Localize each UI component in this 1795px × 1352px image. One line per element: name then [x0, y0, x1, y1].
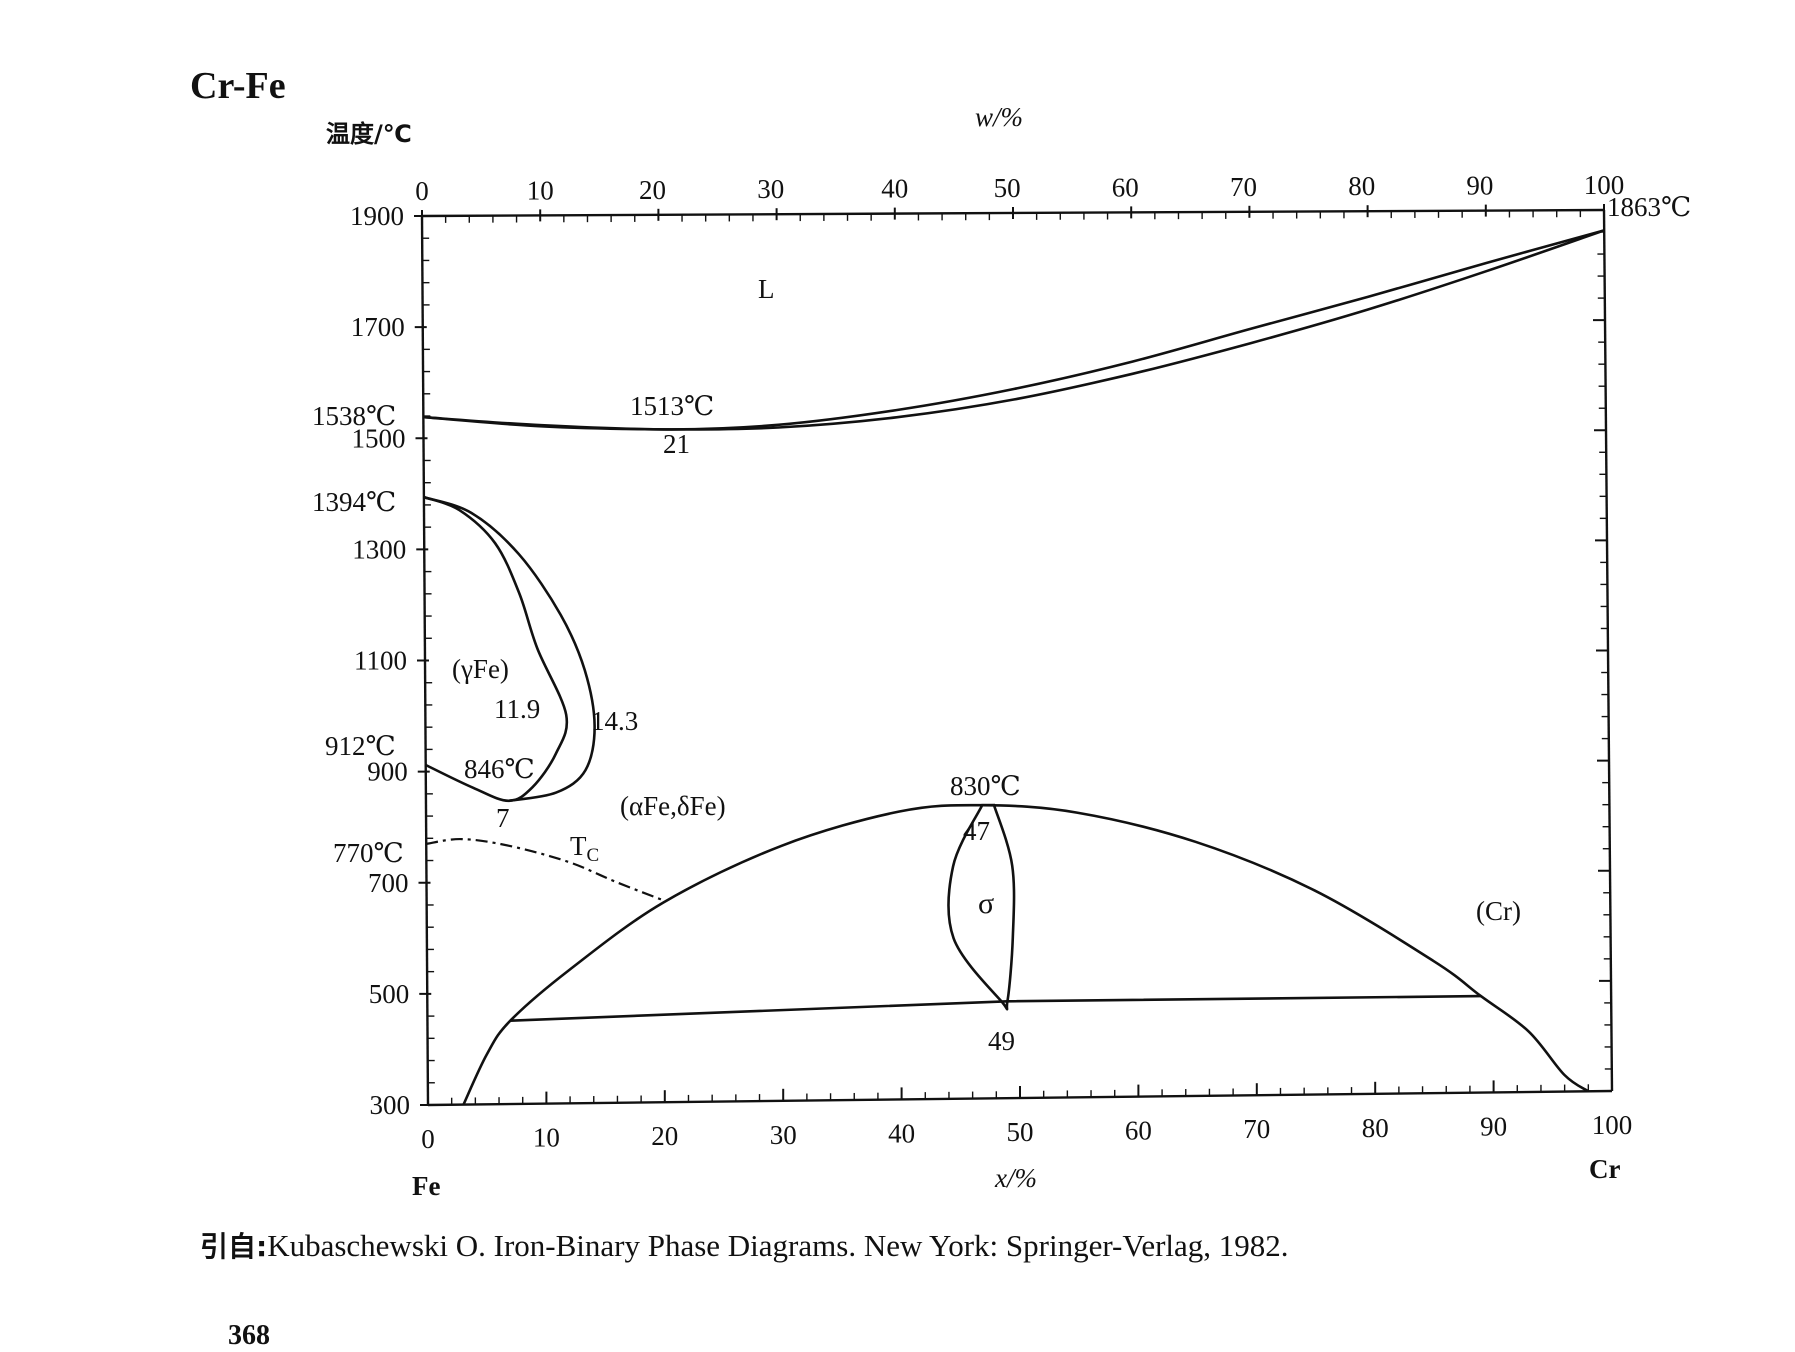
y-tick-label: 1700: [351, 312, 405, 342]
anno-gamma-11-9: 11.9: [494, 694, 540, 724]
anno-curie-label: TC: [570, 831, 599, 866]
top-tick-label: 30: [757, 174, 784, 204]
y-tick-label: 1300: [352, 534, 406, 564]
y-tick-label: 500: [369, 979, 410, 1009]
gamma-loop-inner-curve: [423, 495, 569, 803]
bottom-tick-label: 0: [421, 1124, 435, 1154]
right-element-label: Cr: [1589, 1154, 1620, 1184]
anno-gamma-7: 7: [496, 803, 510, 833]
page-title: Cr-Fe: [190, 65, 286, 107]
anno-sigma-830: 830℃: [950, 771, 1021, 801]
top-tick-label: 50: [994, 173, 1021, 203]
y-tick-label: 1500: [352, 423, 406, 453]
bottom-tick-label: 10: [533, 1123, 560, 1153]
bottom-tick-label: 50: [1007, 1117, 1034, 1147]
anno-fe-melting: 1538℃: [312, 401, 396, 431]
sigma-phase-field: [947, 803, 1016, 1011]
tick-labels: 0 10 20 30 40 50 60 70 80 90 100 0 10 20 30 40 50 60 70 80 9…: [350, 170, 1632, 1154]
top-tick-label: 20: [639, 175, 666, 205]
caption-text: Kubaschewski O. Iron-Binary Phase Diagra…: [267, 1228, 1289, 1263]
bottom-tick-label: 40: [888, 1118, 915, 1148]
anno-gamma-top: 1394℃: [312, 487, 396, 517]
curie-label-main: T: [570, 831, 587, 861]
eutectoid-line: [510, 994, 1481, 1022]
axis-frame: [420, 208, 1614, 1107]
top-tick-label: 40: [881, 174, 908, 204]
source-caption: 引自:Kubaschewski O. Iron-Binary Phase Dia…: [200, 1225, 1289, 1265]
caption-prefix: 引自:: [200, 1230, 268, 1263]
bottom-tick-label: 60: [1125, 1116, 1152, 1146]
bottom-tick-label: 100: [1592, 1110, 1633, 1140]
y-tick-label: 1100: [354, 646, 407, 676]
top-tick-label: 0: [415, 176, 429, 206]
y-tick-label: 700: [368, 868, 409, 898]
top-axis-title: w/%: [975, 102, 1023, 132]
y-tick-label: 1900: [350, 201, 404, 231]
top-tick-label: 100: [1584, 170, 1625, 200]
anno-minimum-comp: 21: [663, 429, 690, 459]
bottom-tick-label: 30: [770, 1120, 797, 1150]
anno-fe-912: 912℃: [325, 731, 396, 761]
bottom-axis-title: x/%: [994, 1163, 1037, 1193]
gamma-loop-outer-curve: [423, 495, 596, 803]
page-number: 368: [228, 1320, 270, 1351]
sigma-dome-curve: [462, 803, 1590, 1106]
top-tick-label: 70: [1230, 172, 1257, 202]
minor-ticks: [422, 210, 1612, 1105]
curie-label-sub: C: [587, 845, 600, 866]
top-tick-label: 10: [527, 175, 554, 205]
top-tick-label: 90: [1466, 171, 1493, 201]
major-ticks: [414, 204, 1613, 1106]
top-tick-label: 60: [1112, 172, 1139, 202]
anno-gamma-846: 846℃: [464, 754, 535, 784]
phase-label-chromium: (Cr): [1476, 896, 1521, 926]
left-element-label: Fe: [412, 1171, 440, 1201]
y-axis-title: 温度/℃: [326, 120, 412, 148]
anno-cr-melting: 1863℃: [1607, 192, 1691, 222]
phase-label-alpha-delta-fe: (αFe,δFe): [620, 791, 726, 821]
bottom-tick-label: 20: [651, 1121, 678, 1151]
bottom-tick-label: 90: [1480, 1111, 1507, 1141]
phase-label-sigma: σ: [978, 887, 994, 920]
curie-temperature-line: [426, 837, 664, 902]
anno-sigma-47: 47: [963, 816, 990, 846]
phase-boundaries: [423, 229, 1605, 1106]
y-tick-label: 300: [370, 1090, 411, 1120]
solidus-curve: [423, 229, 1605, 431]
bottom-tick-label: 80: [1362, 1113, 1389, 1143]
top-tick-label: 80: [1348, 171, 1375, 201]
anno-minimum-temp: 1513℃: [630, 391, 714, 421]
anno-sigma-49: 49: [988, 1026, 1015, 1056]
anno-gamma-14-3: 14.3: [591, 706, 638, 736]
anno-curie-770: 770℃: [333, 838, 404, 868]
y-tick-label: 900: [367, 757, 408, 787]
phase-label-liquid: L: [758, 274, 775, 304]
phase-label-gamma-fe: (γFe): [452, 654, 509, 684]
bottom-tick-label: 70: [1243, 1114, 1270, 1144]
